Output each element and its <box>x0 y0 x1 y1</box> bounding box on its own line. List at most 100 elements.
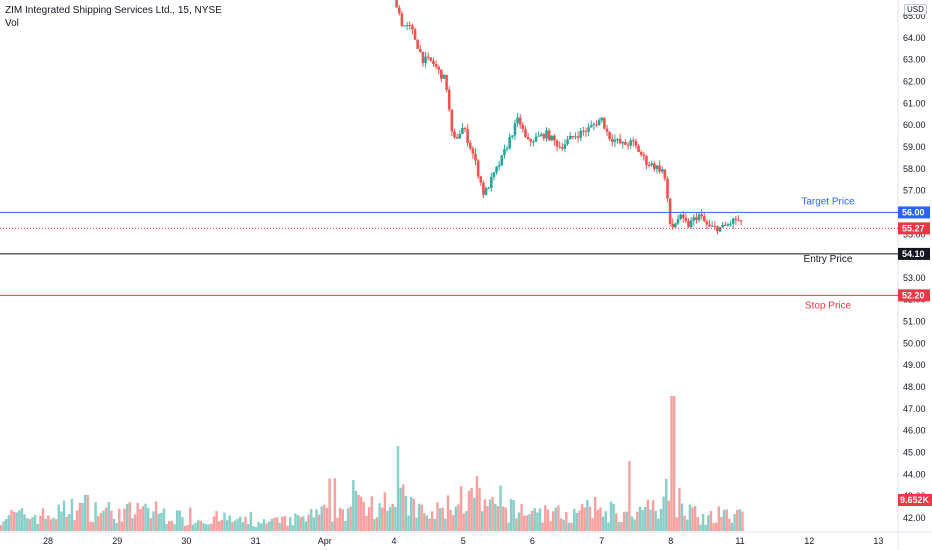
volume-bar <box>23 514 26 531</box>
volume-bar <box>291 525 295 531</box>
volume-bar <box>218 521 221 531</box>
candle-body <box>582 130 585 132</box>
volume-bar <box>70 498 74 531</box>
volume-bar <box>97 516 100 531</box>
candle-body <box>587 127 590 132</box>
x-tick-label: 31 <box>251 536 261 546</box>
volume-bar <box>625 511 628 531</box>
volume-bar <box>444 518 447 531</box>
candle-body <box>495 166 498 173</box>
candle-body <box>692 217 696 221</box>
volume-bar <box>470 488 473 531</box>
candle-body <box>647 164 651 166</box>
volume-bar <box>541 522 544 531</box>
volume-bar <box>430 511 434 531</box>
volume-bar <box>649 509 652 531</box>
candle-body <box>511 135 514 137</box>
volume-bar <box>152 511 155 531</box>
y-tick-label: 60.00 <box>903 120 926 130</box>
volume-bar <box>173 524 176 531</box>
level-price-text: 54.10 <box>902 249 925 259</box>
candle-body <box>574 136 577 138</box>
symbol-title[interactable]: ZIM Integrated Shipping Services Ltd., 1… <box>5 5 222 16</box>
volume-bar <box>420 504 423 531</box>
y-tick-label: 45.00 <box>903 448 926 458</box>
candle-body <box>705 221 709 225</box>
volume-bar <box>572 508 576 531</box>
volume-bar <box>507 522 510 531</box>
volume-tag <box>898 494 932 506</box>
volume-bar <box>125 504 129 531</box>
volume-bar <box>620 521 623 531</box>
candle-body <box>487 187 490 189</box>
volume-bar <box>530 510 534 531</box>
volume-bar <box>365 515 368 531</box>
volume-bar <box>31 517 34 531</box>
volume-bar <box>399 487 402 531</box>
volume-bar <box>391 503 394 531</box>
candle-body <box>463 128 467 130</box>
volume-bar <box>375 517 379 531</box>
y-tick-label: 53.00 <box>903 273 926 283</box>
volume-bar <box>480 511 484 531</box>
candle-body <box>726 223 730 226</box>
volume-bar <box>44 518 47 531</box>
candle-body <box>666 178 669 199</box>
x-tick-label: 5 <box>461 536 466 546</box>
volume-bar <box>91 522 95 531</box>
volume-bar <box>62 500 66 531</box>
candle-body <box>418 48 422 52</box>
y-tick-label: 65.00 <box>903 11 926 21</box>
volume-bar <box>115 522 118 531</box>
volume-bar <box>680 503 684 531</box>
candle-body <box>532 141 535 143</box>
volume-bar <box>528 514 531 531</box>
volume-bar <box>557 505 560 531</box>
candle-body <box>524 129 527 138</box>
volume-bar <box>672 396 676 531</box>
volume-bar <box>262 519 266 531</box>
volume-bar <box>662 496 665 531</box>
volume-bar <box>5 519 8 531</box>
volume-bar <box>486 506 489 531</box>
volume-bar <box>607 522 610 531</box>
volume-bar <box>254 527 258 531</box>
volume-bar <box>423 513 426 531</box>
y-tick-label: 59.00 <box>903 142 926 152</box>
volume-bar <box>236 518 239 531</box>
volume-bar <box>312 517 316 531</box>
volume-bar <box>102 510 105 531</box>
volume-bar <box>233 520 237 531</box>
volume-legend[interactable]: Vol <box>5 18 19 29</box>
level-price-text: 56.00 <box>902 207 925 217</box>
candle-body <box>476 160 480 177</box>
volume-bar <box>49 519 53 531</box>
candle-body <box>545 130 548 139</box>
volume-bar <box>20 508 24 531</box>
volume-bar <box>260 523 263 531</box>
volume-bar <box>628 461 631 531</box>
volume-bar <box>199 520 202 531</box>
candle-body <box>484 188 488 195</box>
candle-body <box>571 136 575 138</box>
volume-bar <box>204 524 208 531</box>
candle-body <box>426 56 430 58</box>
volume-bar <box>586 499 589 531</box>
candle-body <box>432 60 435 65</box>
candle-body <box>674 223 677 228</box>
volume-bar <box>494 503 497 531</box>
candle-body <box>708 224 711 227</box>
volume-bar <box>231 522 234 531</box>
volume-bar <box>147 507 150 531</box>
volume-bar <box>730 522 734 531</box>
volume-bar <box>370 496 373 531</box>
candle-body <box>634 141 638 146</box>
candle-body <box>729 223 732 225</box>
candle-body <box>518 117 522 125</box>
currency-button[interactable]: USD <box>904 4 927 15</box>
volume-bar <box>515 518 518 531</box>
volume-bar <box>162 508 166 531</box>
candle-body <box>492 172 496 177</box>
volume-bar <box>57 504 60 531</box>
